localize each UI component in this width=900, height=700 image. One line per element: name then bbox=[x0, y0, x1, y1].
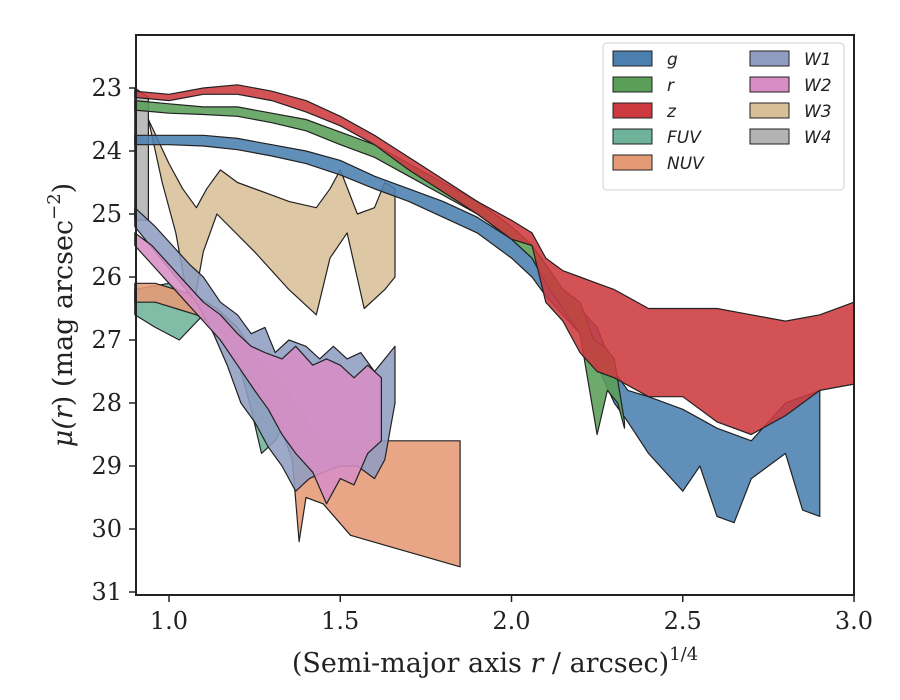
legend-swatch-w3 bbox=[749, 102, 790, 119]
y-tick-label: 31 bbox=[91, 578, 122, 606]
legend-label-fuv: FUV bbox=[667, 128, 702, 148]
y-tick-label: 26 bbox=[91, 263, 122, 291]
legend-label-r: r bbox=[667, 76, 675, 96]
legend-swatch-z bbox=[612, 102, 653, 119]
legend-items: grz FUV NUV W1 W2 W3 W4 bbox=[612, 50, 832, 174]
legend-label-g: g bbox=[667, 50, 678, 70]
legend-swatch-fuv bbox=[612, 128, 653, 145]
x-axis-label: (Semi-major axis r / arcsec)1/4 bbox=[292, 644, 698, 679]
x-tick-label: 1.0 bbox=[150, 607, 188, 635]
legend-swatch-w2 bbox=[749, 76, 790, 93]
x-tick-label: 2.5 bbox=[664, 607, 702, 635]
y-axis-label-post: ) bbox=[48, 183, 79, 194]
plot-frame bbox=[135, 34, 855, 596]
y-tick-label: 27 bbox=[91, 326, 122, 354]
y-axis-label-mid: ) (mag arcsec bbox=[48, 220, 79, 406]
legend-label-w4: W4 bbox=[804, 128, 832, 148]
legend-label-w3: W3 bbox=[804, 102, 832, 122]
x-axis-label-rest: / arcsec) bbox=[543, 648, 669, 679]
y-tick-label: 29 bbox=[91, 452, 122, 480]
series-band-r bbox=[134, 99, 626, 436]
series-band-g bbox=[134, 134, 821, 524]
legend-swatch-w4 bbox=[749, 128, 790, 145]
series-bands bbox=[134, 84, 855, 568]
legend-label-w1: W1 bbox=[804, 50, 832, 70]
x-tick-label: 3.0 bbox=[835, 607, 873, 635]
legend-label-nuv: NUV bbox=[667, 154, 705, 174]
y-axis-label-pre: μ( bbox=[48, 418, 79, 448]
legend-swatch-nuv bbox=[612, 154, 653, 171]
y-tick-label: 24 bbox=[91, 137, 122, 165]
y-tick-label: 23 bbox=[91, 74, 122, 102]
x-axis-label-sup: 1/4 bbox=[669, 644, 698, 665]
legend-swatch-r bbox=[612, 76, 653, 93]
x-tick-label: 1.5 bbox=[321, 607, 359, 635]
legend-label-z: z bbox=[666, 102, 677, 122]
y-axis-label: μ(r) (mag arcsec−2) bbox=[44, 183, 79, 447]
y-tick-label: 28 bbox=[91, 389, 122, 417]
y-tick-label: 30 bbox=[91, 515, 122, 543]
x-axis-label-text: (Semi-major axis bbox=[292, 648, 531, 679]
y-axis-ticks: 23 24 25 26 27 28 29 30 31 bbox=[91, 74, 136, 606]
legend: grz FUV NUV W1 W2 W3 W4 bbox=[602, 42, 845, 191]
legend-swatch-w1 bbox=[749, 50, 790, 67]
x-tick-label: 2.0 bbox=[492, 607, 530, 635]
y-axis-label-sup: −2 bbox=[44, 193, 65, 220]
y-axis-label-var: r bbox=[48, 404, 79, 419]
x-axis-label-var: r bbox=[530, 648, 545, 679]
legend-label-w2: W2 bbox=[804, 76, 832, 96]
legend-swatch-g bbox=[612, 50, 653, 67]
y-tick-label: 25 bbox=[91, 200, 122, 228]
x-axis-ticks: 1.0 1.5 2.0 2.5 3.0 bbox=[150, 595, 873, 635]
series-band-w2 bbox=[134, 232, 382, 505]
